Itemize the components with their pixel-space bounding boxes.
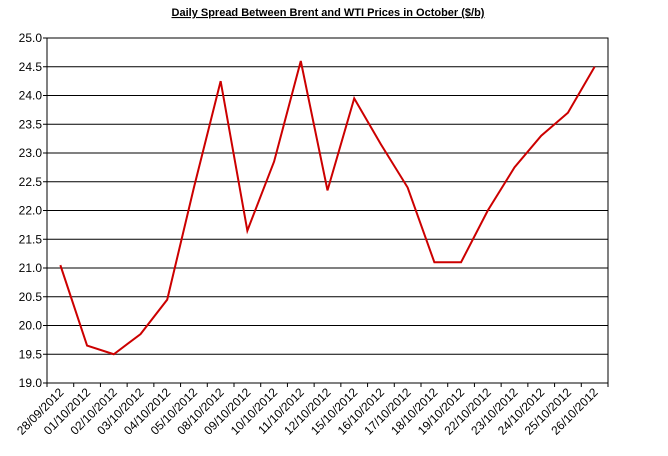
y-tick-label: 21.0 [19, 261, 43, 275]
y-tick-label: 24.5 [19, 60, 43, 74]
y-tick-label: 21.5 [19, 232, 43, 246]
y-tick-label: 22.0 [19, 204, 43, 218]
y-tick-label: 22.5 [19, 175, 43, 189]
plot-border [46, 37, 609, 384]
y-tick-label: 24.0 [19, 89, 43, 103]
y-tick-label: 19.5 [19, 347, 43, 361]
y-tick-label: 20.0 [19, 319, 43, 333]
data-line [59, 60, 596, 356]
chart-title: Daily Spread Between Brent and WTI Price… [172, 7, 485, 19]
y-tick-label: 23.0 [19, 146, 43, 160]
y-tick-label: 23.5 [19, 117, 43, 131]
y-tick-label: 25.0 [19, 31, 43, 45]
y-tick-label: 20.5 [19, 290, 43, 304]
y-tick-label: 19.0 [19, 376, 43, 390]
